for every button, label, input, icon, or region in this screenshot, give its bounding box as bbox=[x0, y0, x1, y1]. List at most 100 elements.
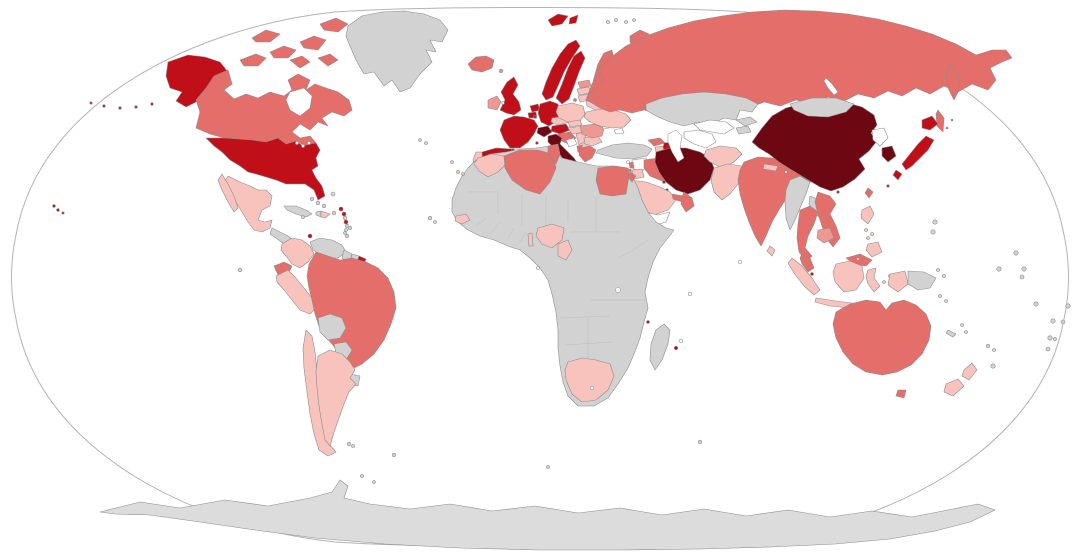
country-cape-verde bbox=[427, 215, 433, 221]
country-united-states bbox=[102, 104, 106, 108]
country-united-states bbox=[89, 101, 93, 105]
country-papua-new-guinea bbox=[907, 270, 937, 291]
lake-victoria bbox=[615, 287, 621, 293]
country-sri-lanka bbox=[766, 245, 776, 257]
country-australia bbox=[895, 389, 907, 399]
country-kazakhstan bbox=[645, 91, 759, 127]
country-japan bbox=[886, 184, 890, 188]
country-pacific-territory bbox=[1019, 274, 1025, 280]
country-pacific-territory bbox=[1053, 337, 1057, 341]
country-bouvet bbox=[546, 465, 550, 469]
country-azores bbox=[424, 141, 428, 145]
country-canada bbox=[195, 69, 353, 147]
country-south-georgia bbox=[391, 452, 397, 458]
country-brazil bbox=[306, 251, 397, 371]
country-lesotho bbox=[589, 385, 595, 391]
country-argentina bbox=[315, 349, 357, 447]
country-canada bbox=[269, 45, 297, 59]
country-norway bbox=[547, 13, 569, 27]
country-franz-josef-land bbox=[606, 20, 610, 24]
great-lakes bbox=[295, 141, 299, 145]
country-nigeria bbox=[535, 223, 565, 249]
country-canada bbox=[317, 53, 339, 67]
country-fiji bbox=[985, 343, 991, 349]
country-new-zealand bbox=[943, 378, 965, 397]
country-haiti bbox=[315, 210, 322, 218]
country-turkmenistan bbox=[683, 129, 717, 149]
country-franz-josef-land bbox=[632, 18, 636, 22]
country-faroe-islands bbox=[498, 68, 504, 74]
country-pacific-territory bbox=[932, 219, 938, 225]
country-antarctica bbox=[99, 479, 996, 551]
country-iran bbox=[654, 147, 715, 195]
country-st-lucia bbox=[344, 223, 350, 229]
country-greece bbox=[578, 145, 597, 163]
country-japan bbox=[892, 169, 903, 181]
country-south-korea bbox=[881, 145, 897, 163]
country-new-zealand bbox=[961, 362, 978, 381]
country-iceland bbox=[467, 55, 495, 73]
country-canary-islands bbox=[456, 170, 460, 174]
country-senegal bbox=[454, 213, 471, 225]
country-peru bbox=[275, 269, 317, 315]
country-tunisia bbox=[547, 143, 561, 165]
country-martinique bbox=[343, 219, 349, 225]
country-solomon-islands bbox=[944, 299, 948, 303]
great-lakes bbox=[307, 141, 311, 145]
country-pacific-territory bbox=[1021, 266, 1027, 272]
country-st-vincent bbox=[344, 228, 348, 232]
country-canada bbox=[319, 17, 349, 33]
country-trinidad bbox=[344, 233, 350, 239]
country-united-states bbox=[205, 137, 326, 201]
country-ireland bbox=[487, 95, 502, 111]
country-australia bbox=[832, 299, 932, 376]
country-chile bbox=[302, 329, 337, 457]
country-austria bbox=[550, 123, 571, 135]
country-pacific-territory bbox=[1047, 335, 1053, 341]
country-pacific-territory bbox=[1060, 319, 1066, 325]
country-russia bbox=[935, 109, 945, 133]
country-kuwait bbox=[662, 180, 666, 184]
country-vietnam bbox=[814, 191, 841, 248]
country-oman bbox=[680, 191, 695, 213]
country-mauritius bbox=[678, 338, 684, 344]
country-japan bbox=[921, 115, 939, 131]
country-bolivia bbox=[317, 313, 347, 341]
country-lebanon bbox=[628, 161, 635, 169]
country-georgia bbox=[647, 137, 666, 147]
country-canada bbox=[251, 29, 281, 43]
country-bahamas bbox=[309, 196, 315, 202]
country-bosnia bbox=[565, 137, 578, 148]
country-united-states bbox=[150, 102, 154, 106]
country-papua-new-guinea bbox=[942, 274, 946, 278]
country-falkland-islands bbox=[346, 441, 352, 447]
country-cuba bbox=[283, 205, 313, 218]
country-madagascar bbox=[649, 323, 671, 371]
country-monaco bbox=[535, 141, 539, 145]
country-egypt bbox=[627, 171, 637, 183]
lake-baikal bbox=[823, 77, 839, 96]
country-isle-of-man bbox=[501, 101, 505, 105]
country-russia bbox=[587, 9, 1013, 114]
country-south-africa bbox=[564, 357, 615, 403]
country-myanmar bbox=[784, 175, 811, 231]
caspian-sea bbox=[667, 129, 685, 163]
country-north-korea bbox=[871, 127, 889, 147]
country-romania bbox=[579, 123, 605, 139]
country-fiji bbox=[992, 348, 996, 352]
country-canada bbox=[239, 53, 267, 67]
country-indonesia bbox=[787, 257, 821, 296]
country-malaysia bbox=[799, 253, 815, 273]
country-nepal bbox=[762, 163, 779, 172]
country-thailand bbox=[796, 205, 819, 262]
country-kyrgyzstan bbox=[735, 116, 758, 127]
country-canary-islands bbox=[461, 172, 465, 176]
country-mexico bbox=[217, 173, 239, 213]
country-luxembourg bbox=[533, 115, 537, 119]
country-pacific-territory bbox=[990, 363, 996, 369]
country-pacific-territory bbox=[930, 229, 936, 235]
country-dominican-republic bbox=[320, 210, 331, 219]
country-south-orkney bbox=[360, 474, 364, 478]
country-mexico bbox=[223, 175, 273, 233]
country-philippines bbox=[860, 205, 875, 225]
